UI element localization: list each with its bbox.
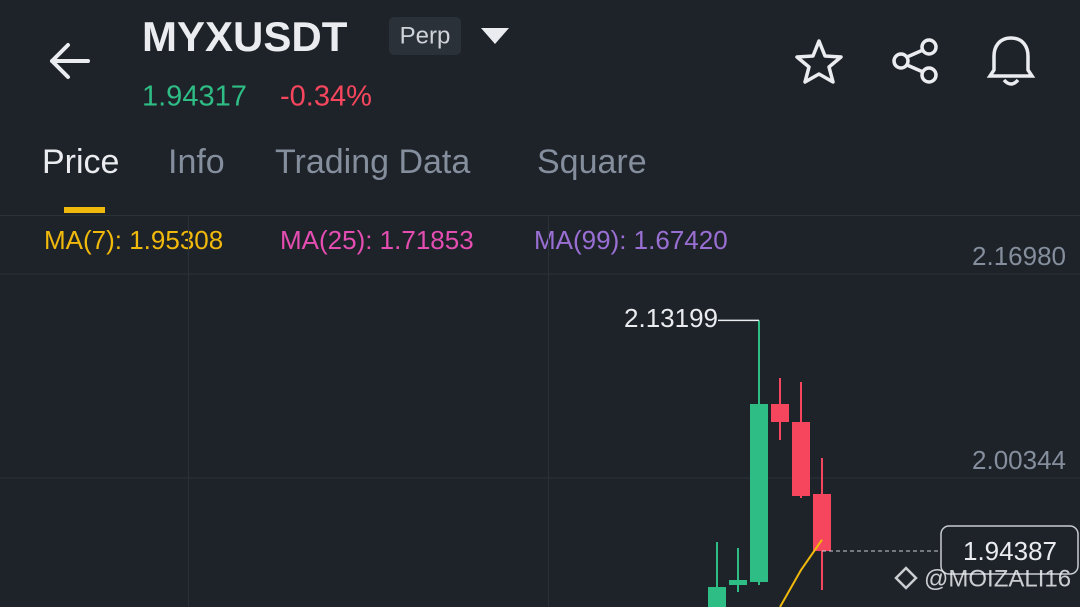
y-tick-label: 2.00344	[972, 445, 1066, 475]
tab[interactable]: Info	[168, 143, 225, 181]
share[interactable]	[892, 38, 938, 84]
badge: Perp	[400, 22, 451, 49]
price: 1.94317	[142, 81, 247, 113]
tab[interactable]: Price	[42, 143, 119, 181]
change: -0.34%	[280, 81, 372, 113]
dropdown[interactable]	[481, 28, 509, 44]
candle-body	[708, 586, 726, 607]
favorite[interactable]	[795, 39, 843, 84]
y-tick-label: 2.16980	[972, 241, 1066, 271]
watermark: @MOIZALI16	[924, 565, 1071, 592]
badge-bg	[389, 17, 461, 55]
alert[interactable]	[986, 36, 1036, 86]
last-price-box	[940, 525, 1079, 575]
high-label: 2.13199	[624, 303, 718, 333]
candle-body	[750, 404, 768, 582]
tab[interactable]: Trading Data	[275, 143, 470, 181]
ma7-line	[779, 539, 823, 607]
symbol: MYXUSDT	[142, 13, 348, 60]
candle-body	[771, 404, 789, 422]
ma7: MA(7): 1.95308	[44, 225, 223, 255]
candle-body	[792, 421, 810, 497]
watermark-logo	[894, 566, 918, 590]
ma25: MA(25): 1.71853	[280, 225, 474, 255]
candle-body	[813, 494, 831, 552]
back-button[interactable]	[50, 43, 90, 79]
tab[interactable]: Square	[537, 143, 647, 181]
ma99: MA(99): 1.67420	[534, 225, 728, 255]
tab-indicator	[64, 207, 105, 213]
last-price: 1.94387	[963, 536, 1057, 566]
candle-body	[729, 579, 747, 586]
